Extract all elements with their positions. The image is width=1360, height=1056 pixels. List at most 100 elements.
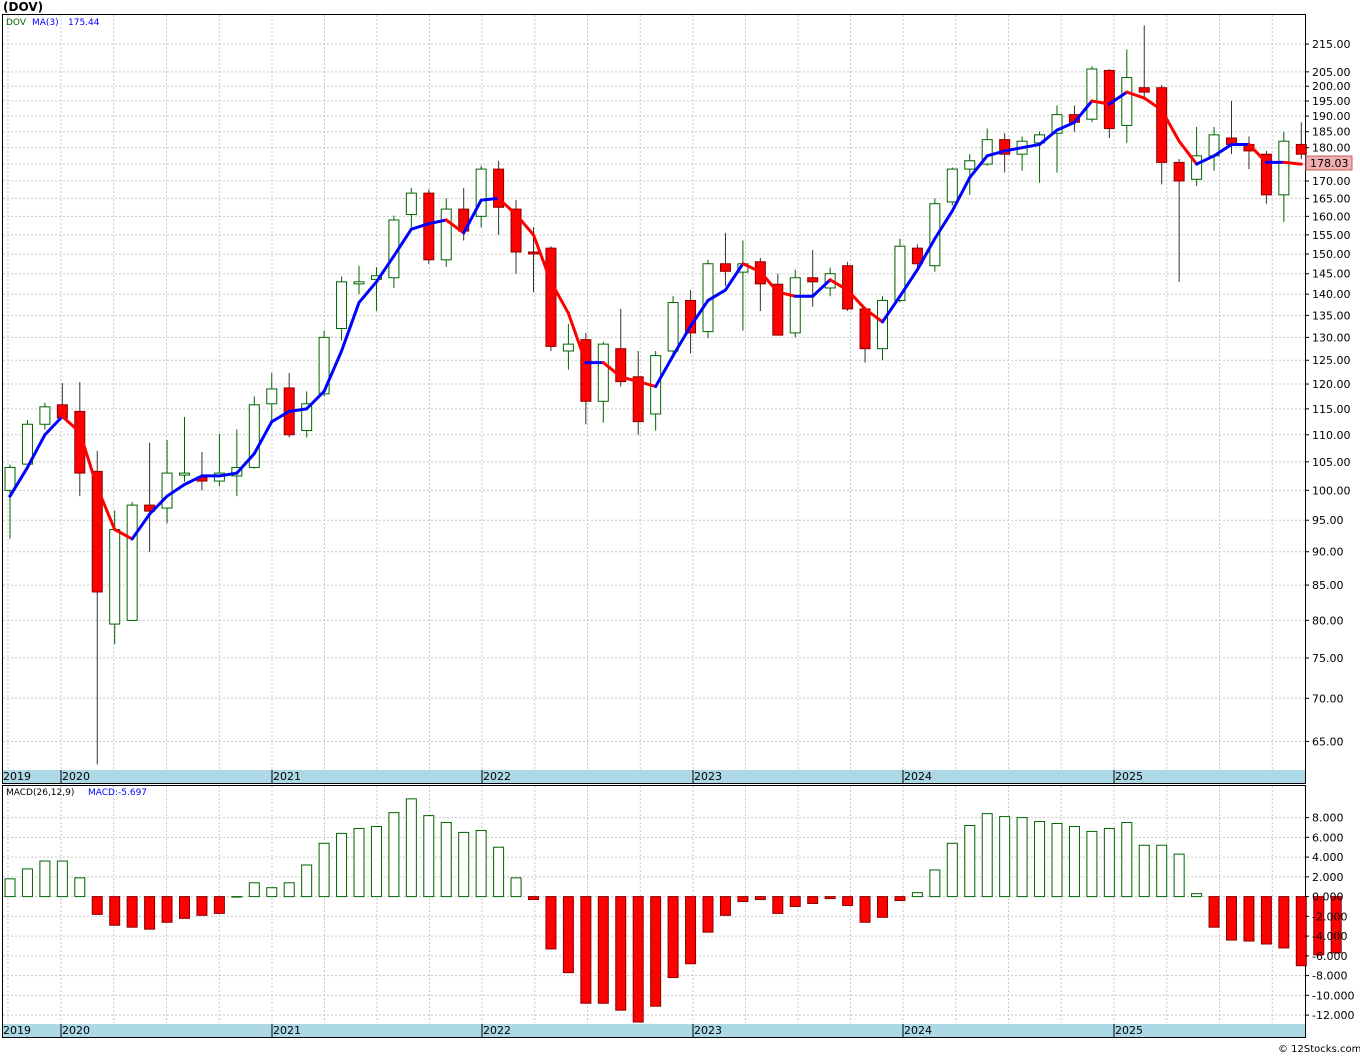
candle bbox=[1278, 131, 1290, 222]
macd-bar bbox=[91, 896, 103, 915]
ma-segment bbox=[846, 288, 867, 311]
candle bbox=[4, 464, 16, 539]
year-label: 2022 bbox=[483, 1024, 511, 1037]
macd-bar bbox=[1086, 830, 1098, 898]
macd-tick-label: -10.000 bbox=[1312, 989, 1354, 1002]
candle bbox=[301, 391, 313, 438]
candle-body bbox=[21, 423, 33, 465]
candle bbox=[336, 276, 348, 341]
candle-body bbox=[597, 343, 609, 402]
price-x-axis-labels: 2019 2020 2021 2022 2023 2024 2025 bbox=[3, 770, 1143, 783]
moving-average-line bbox=[8, 90, 1303, 541]
candle-body bbox=[161, 472, 173, 509]
ma-segment bbox=[287, 407, 309, 413]
candle bbox=[877, 296, 888, 361]
candle-body bbox=[528, 251, 539, 255]
candle-body bbox=[580, 339, 592, 402]
macd-tick-label: 0.000 bbox=[1312, 891, 1344, 904]
macd-histogram bbox=[4, 798, 1342, 1023]
macd-bar bbox=[562, 896, 574, 974]
macd-bar bbox=[737, 896, 749, 903]
ma-segment bbox=[43, 415, 64, 437]
candle-body bbox=[981, 139, 993, 165]
candle bbox=[545, 246, 557, 351]
price-candles bbox=[4, 25, 1307, 765]
candle bbox=[1086, 66, 1098, 123]
price-tick-label: 155.00 bbox=[1312, 229, 1351, 242]
candle-body bbox=[353, 281, 365, 285]
candle bbox=[248, 396, 260, 469]
year-label: 2024 bbox=[904, 1024, 932, 1037]
ma-segment bbox=[601, 361, 623, 379]
candle bbox=[179, 417, 190, 482]
ma-segment bbox=[392, 227, 413, 258]
ma-segment bbox=[479, 196, 501, 202]
candle bbox=[929, 198, 941, 272]
candle-body bbox=[475, 168, 487, 217]
candle bbox=[510, 200, 522, 274]
ma-segment bbox=[689, 298, 710, 328]
candle-body bbox=[1295, 143, 1307, 155]
year-label: 2023 bbox=[694, 1024, 722, 1037]
ma-segment bbox=[1125, 90, 1146, 100]
ma-segment bbox=[322, 349, 344, 393]
ma-segment bbox=[1020, 142, 1042, 150]
year-label: 2021 bbox=[273, 770, 301, 783]
last-price-marker: 178.03 bbox=[1305, 155, 1353, 171]
candle bbox=[999, 133, 1011, 173]
macd-bar bbox=[964, 825, 976, 898]
macd-bar bbox=[39, 860, 51, 898]
macd-bar bbox=[248, 882, 260, 898]
ma-segment bbox=[1142, 96, 1164, 112]
candle bbox=[475, 165, 487, 228]
ma-segment bbox=[671, 324, 693, 358]
candle-body bbox=[126, 504, 138, 621]
year-label: 2025 bbox=[1115, 770, 1143, 783]
candle-body bbox=[1138, 87, 1150, 93]
macd-bar bbox=[388, 812, 400, 898]
price-tick-label: 110.00 bbox=[1312, 429, 1351, 442]
ma-segment bbox=[636, 380, 658, 388]
candle-body bbox=[1103, 69, 1115, 130]
candle-body bbox=[493, 168, 505, 208]
macd-bar bbox=[1208, 896, 1220, 928]
ma-segment bbox=[340, 301, 361, 353]
candle-body bbox=[859, 308, 871, 350]
macd-bar bbox=[999, 816, 1011, 898]
year-label: 2024 bbox=[904, 770, 932, 783]
macd-bar bbox=[353, 827, 365, 898]
candle bbox=[1156, 84, 1168, 185]
macd-bar bbox=[336, 832, 348, 898]
candle bbox=[318, 330, 330, 397]
ma-segment bbox=[252, 420, 274, 456]
ma-segment bbox=[497, 196, 518, 217]
price-tick-label: 115.00 bbox=[1312, 403, 1351, 416]
ma-segment bbox=[898, 268, 919, 298]
ma-segment bbox=[532, 233, 553, 284]
candle bbox=[946, 167, 958, 206]
candle bbox=[423, 189, 435, 264]
year-label: 2023 bbox=[694, 770, 722, 783]
macd-bar bbox=[807, 896, 819, 905]
candle bbox=[405, 187, 417, 228]
ma-segment bbox=[915, 237, 937, 272]
candle bbox=[1138, 25, 1150, 99]
price-tick-label: 105.00 bbox=[1312, 456, 1351, 469]
macd-bar bbox=[266, 887, 278, 898]
candle-body bbox=[772, 283, 784, 336]
macd-bar bbox=[911, 892, 923, 898]
candle bbox=[964, 154, 976, 195]
price-tick-label: 140.00 bbox=[1312, 288, 1351, 301]
candle-body bbox=[1260, 153, 1272, 196]
price-tick-label: 90.00 bbox=[1312, 546, 1344, 559]
ma-segment bbox=[217, 471, 239, 478]
macd-bar bbox=[1226, 896, 1237, 941]
ma-segment bbox=[1195, 154, 1216, 166]
ma-segment bbox=[811, 278, 832, 298]
macd-bar bbox=[475, 829, 487, 898]
macd-bar bbox=[493, 846, 505, 898]
macd-bar bbox=[1260, 896, 1272, 945]
price-tick-label: 215.00 bbox=[1312, 38, 1351, 51]
price-tick-label: 130.00 bbox=[1312, 331, 1351, 344]
macd-bar bbox=[318, 842, 330, 898]
